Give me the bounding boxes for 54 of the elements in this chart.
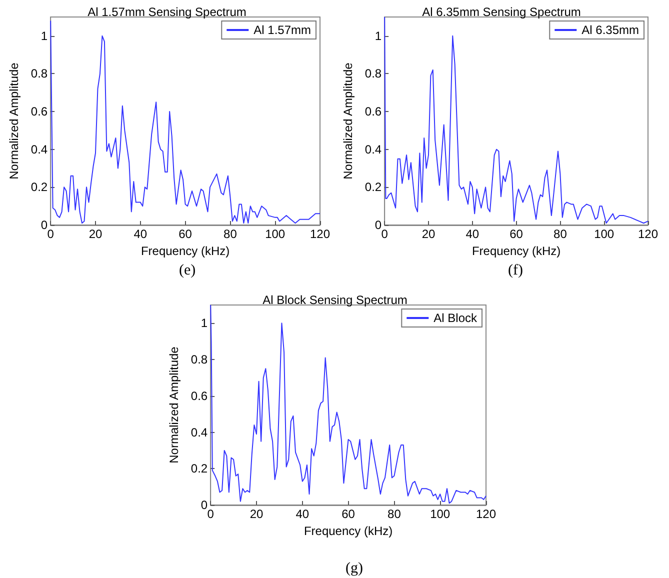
y-tick-label: 0.4 [30,142,48,156]
legend-label: Al 1.57mm [254,23,312,37]
text: (e) [179,262,196,278]
x-tick-label: 120 [476,507,496,521]
y-tick-label: 0.2 [364,180,382,194]
x-axis-title: Frequency (kHz) [140,244,230,258]
x-tick-label: 20 [422,227,436,241]
chart-title: Al 1.57mm Sensing Spectrum [88,5,246,19]
x-tick-label: 20 [250,507,264,521]
x-tick-label: 80 [388,507,402,521]
x-axis-title: Frequency (kHz) [304,524,393,538]
x-tick-label: 100 [594,227,614,241]
y-tick-label: 1 [40,28,48,43]
y-tick-label: 0.2 [190,462,208,476]
legend-label: Al 6.35mm [582,23,640,37]
y-tick-label: 0.8 [190,352,208,367]
x-tick-label: 20 [88,227,102,241]
x-tick-label: 40 [296,507,310,521]
x-tick-label: 120 [638,227,658,241]
y-tick-label: 0.2 [30,180,48,194]
y-tick-label: 0.8 [364,66,382,81]
y-tick-label: 0 [374,218,382,232]
text: (g) [346,560,363,576]
x-tick-label: 60 [510,227,524,241]
y-tick-label: 0.6 [30,104,48,119]
y-axis-title: Normalized Amplitude [7,62,21,180]
y-tick-label: 0 [200,498,208,512]
x-tick-label: 60 [178,227,192,241]
line-series [384,16,648,224]
y-tick-label: 0.6 [190,388,208,403]
text: (f) [508,262,523,278]
y-tick-label: 0.4 [190,425,208,440]
y-tick-label: 0.8 [30,66,48,81]
y-tick-label: 0.4 [364,142,382,156]
x-tick-label: 100 [430,507,450,521]
x-axis-title: Frequency (kHz) [472,244,561,258]
chart-title: Al 6.35mm Sensing Spectrum [422,5,581,19]
x-tick-label: 40 [134,227,148,241]
x-tick-label: 100 [265,227,286,241]
chart-title: Al Block Sensing Spectrum [262,293,408,307]
y-tick-label: 0 [40,218,48,232]
x-tick-label: 80 [224,227,238,241]
y-axis-title: Normalized Amplitude [167,346,181,464]
y-tick-label: 0.6 [364,104,382,119]
y-axis-title: Normalized Amplitude [341,62,355,180]
line-series [210,304,486,504]
line-series [50,20,320,224]
x-tick-label: 60 [342,507,356,521]
x-tick-label: 120 [310,227,330,241]
y-tick-label: 1 [374,28,382,43]
y-tick-label: 1 [200,316,208,330]
x-tick-label: 80 [554,227,568,241]
x-tick-label: 40 [466,227,480,241]
legend-label: Al Block [434,311,478,325]
